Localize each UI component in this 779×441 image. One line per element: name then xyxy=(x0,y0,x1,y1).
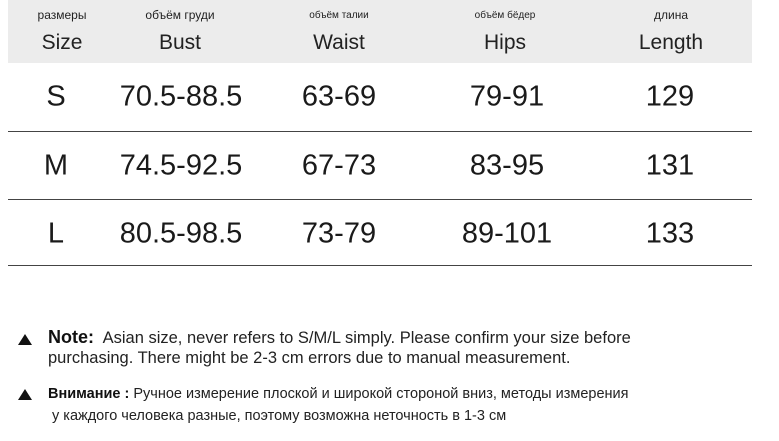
cell-bust: 70.5-88.5 xyxy=(119,80,243,112)
note-label: Внимание : xyxy=(48,386,130,402)
note-line-1: Asian size, never refers to S/M/L simply… xyxy=(102,329,631,347)
cell-waist: 67-73 xyxy=(301,149,377,181)
triangle-icon xyxy=(18,334,32,345)
header-bust-ru: объём груди xyxy=(145,8,215,22)
cell-hips: 89-101 xyxy=(461,217,553,249)
cell-waist: 73-79 xyxy=(301,217,377,249)
row-divider xyxy=(8,265,752,266)
cell-size: S xyxy=(46,80,66,112)
row-divider xyxy=(8,199,752,200)
note-label: Note: xyxy=(48,327,94,347)
header-waist-ru: объём талии xyxy=(309,10,369,21)
cell-bust: 80.5-98.5 xyxy=(119,217,243,249)
header-size-ru: размеры xyxy=(37,8,87,22)
cell-size: M xyxy=(43,149,69,181)
cell-length: 129 xyxy=(645,80,695,112)
row-divider xyxy=(8,131,752,132)
cell-hips: 79-91 xyxy=(469,80,545,112)
cell-bust: 74.5-92.5 xyxy=(119,149,243,181)
cell-size: L xyxy=(47,217,65,249)
header-length-en: Length xyxy=(638,31,704,54)
cell-length: 131 xyxy=(645,149,695,181)
cell-hips: 83-95 xyxy=(469,149,545,181)
note-russian: Внимание : Ручное измерение плоской и ши… xyxy=(48,383,773,427)
cell-length: 133 xyxy=(645,217,695,249)
header-length-ru: длина xyxy=(653,8,689,22)
triangle-icon xyxy=(18,389,32,400)
note-english: Note: Asian size, never refers to S/M/L … xyxy=(48,327,773,368)
header-bust-en: Bust xyxy=(158,31,202,54)
table-row: L 80.5-98.5 73-79 89-101 133 xyxy=(8,200,752,267)
cell-waist: 63-69 xyxy=(301,80,377,112)
table-row: S 70.5-88.5 63-69 79-91 129 xyxy=(8,63,752,130)
header-hips-en: Hips xyxy=(483,31,527,54)
note-line-1: Ручное измерение плоской и широкой сторо… xyxy=(133,386,629,402)
note-line-2: purchasing. There might be 2-3 cm errors… xyxy=(48,349,571,367)
header-hips-ru: объём бёдер xyxy=(474,10,536,21)
note-line-2: у каждого человека разные, поэтому возмо… xyxy=(52,408,507,424)
header-size-en: Size xyxy=(41,31,83,54)
header-waist-en: Waist xyxy=(313,31,365,54)
table-row: M 74.5-92.5 67-73 83-95 131 xyxy=(8,132,752,199)
size-table-header: размеры Size объём груди Bust объём тали… xyxy=(8,0,752,63)
